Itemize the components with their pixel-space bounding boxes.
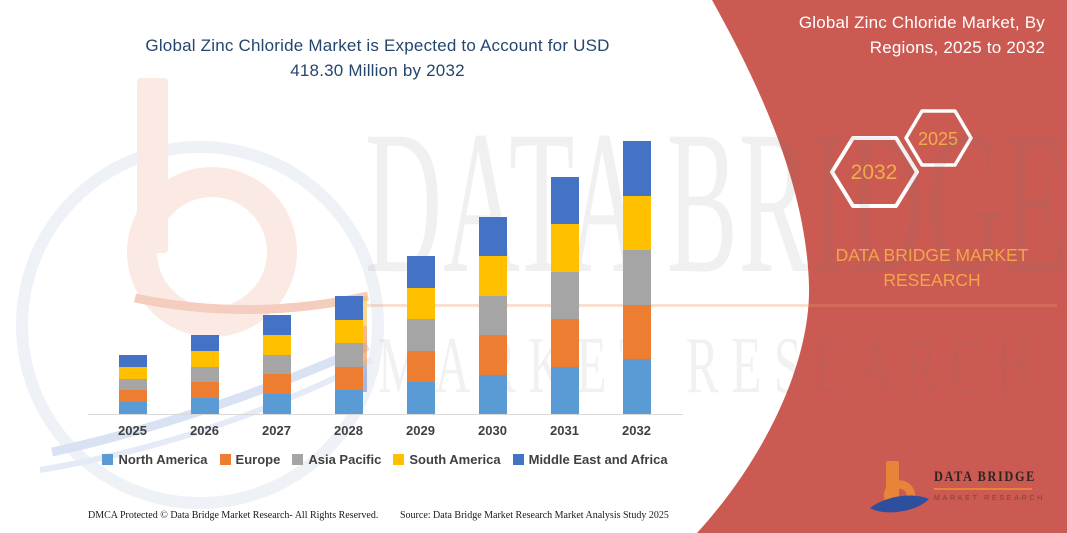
legend-item-north-america: North America	[102, 452, 208, 467]
legend-swatch-icon	[512, 454, 524, 465]
bar-segment-2029-south-america	[406, 287, 435, 320]
hexagon-2032-label: 2032	[851, 161, 898, 184]
brand-name-line1: DATA BRIDGE MARKET	[835, 245, 1029, 265]
bar-segment-2026-north-america	[190, 398, 219, 414]
x-tick-2032: 2032	[622, 423, 651, 438]
bar-segment-2027-europe	[262, 374, 291, 395]
legend-swatch-icon	[102, 454, 114, 465]
bar-segment-2032-europe	[622, 304, 651, 360]
x-tick-2026: 2026	[190, 423, 219, 438]
legend-label: Asia Pacific	[308, 452, 382, 467]
hexagon-2025-label: 2025	[918, 129, 958, 149]
legend-swatch-icon	[292, 454, 304, 465]
data-bridge-b-icon	[870, 461, 929, 513]
panel-title: Global Zinc Chloride Market, By Regions,…	[755, 10, 1045, 60]
panel-title-line2: Regions, 2025 to 2032	[869, 38, 1045, 57]
legend-item-middle-east-and-africa: Middle East and Africa	[512, 452, 668, 467]
panel-title-line1: Global Zinc Chloride Market, By	[798, 13, 1045, 32]
chart-title: Global Zinc Chloride Market is Expected …	[95, 33, 660, 83]
legend-item-south-america: South America	[393, 452, 501, 467]
x-tick-2025: 2025	[118, 423, 147, 438]
bar-segment-2029-middle-east-and-africa	[406, 256, 435, 288]
logo-title: DATA BRIDGE	[934, 469, 1037, 485]
bar-segment-2030-europe	[478, 335, 507, 375]
brand-name-text: DATA BRIDGE MARKET RESEARCH	[822, 243, 1042, 293]
bar-segment-2032-south-america	[622, 195, 651, 251]
bar-segment-2027-asia-pacific	[262, 354, 291, 375]
logo-subtitle: MARKET RESEARCH	[934, 493, 1046, 502]
bar-segment-2031-middle-east-and-africa	[550, 177, 579, 225]
bar-segment-2032-north-america	[622, 359, 651, 414]
bar-segment-2026-asia-pacific	[190, 366, 219, 383]
logo-underline	[934, 488, 1032, 490]
bar-segment-2027-middle-east-and-africa	[262, 315, 291, 335]
bar-segment-2029-north-america	[406, 382, 435, 414]
chart-title-line1: Global Zinc Chloride Market is Expected …	[145, 36, 610, 55]
bar-segment-2031-asia-pacific	[550, 271, 579, 320]
bar-segment-2028-north-america	[334, 390, 363, 414]
bar-segment-2028-middle-east-and-africa	[334, 295, 363, 320]
bar-segment-2029-asia-pacific	[406, 319, 435, 351]
legend-item-europe: Europe	[219, 452, 281, 467]
x-tick-2027: 2027	[262, 423, 291, 438]
legend-swatch-icon	[393, 454, 405, 465]
source-notice: Source: Data Bridge Market Research Mark…	[400, 510, 669, 521]
bar-segment-2030-north-america	[478, 374, 507, 414]
bar-segment-2026-europe	[190, 382, 219, 399]
x-tick-2031: 2031	[550, 423, 579, 438]
bar-segment-2025-asia-pacific	[118, 378, 147, 391]
x-tick-2030: 2030	[478, 423, 507, 438]
x-tick-2029: 2029	[406, 423, 435, 438]
legend-item-asia-pacific: Asia Pacific	[292, 452, 381, 467]
bar-segment-2032-middle-east-and-africa	[622, 140, 651, 196]
chart-legend: North America Europe Asia Pacific South Ame…	[85, 452, 685, 467]
legend-label: South America	[409, 452, 501, 467]
bar-segment-2031-south-america	[550, 224, 579, 272]
bar-segment-2028-europe	[334, 366, 363, 391]
hexagon-2025-badge: 2025	[904, 109, 973, 167]
bar-segment-2027-north-america	[262, 394, 291, 414]
red-side-panel	[697, 0, 1067, 533]
legend-label: Europe	[235, 452, 281, 467]
dmca-notice: DMCA Protected © Data Bridge Market Rese…	[88, 510, 379, 521]
bar-segment-2026-middle-east-and-africa	[190, 335, 219, 351]
bar-segment-2028-asia-pacific	[334, 343, 363, 367]
bar-segment-2025-middle-east-and-africa	[118, 354, 147, 367]
watermark-underline	[367, 304, 1057, 307]
bar-segment-2030-south-america	[478, 256, 507, 296]
bar-segment-2032-asia-pacific	[622, 250, 651, 305]
bar-segment-2026-south-america	[190, 350, 219, 367]
legend-label: Middle East and Africa	[528, 452, 668, 467]
bar-segment-2025-south-america	[118, 366, 147, 379]
data-bridge-logo: DATA BRIDGE MARKET RESEARCH	[868, 455, 1053, 520]
legend-swatch-icon	[219, 454, 231, 465]
bar-segment-2028-south-america	[334, 319, 363, 344]
bar-segment-2030-asia-pacific	[478, 295, 507, 336]
x-axis-line	[88, 414, 683, 415]
bar-segment-2025-europe	[118, 390, 147, 403]
bar-segment-2031-europe	[550, 319, 579, 367]
brand-name-line2: RESEARCH	[883, 270, 981, 290]
bar-segment-2031-north-america	[550, 366, 579, 414]
bar-segment-2029-europe	[406, 350, 435, 383]
bar-segment-2025-north-america	[118, 402, 147, 414]
legend-label: North America	[118, 452, 208, 467]
bar-segment-2030-middle-east-and-africa	[478, 216, 507, 257]
bar-segment-2027-south-america	[262, 334, 291, 355]
x-tick-2028: 2028	[334, 423, 363, 438]
hexagon-2032-badge: 2032	[830, 136, 919, 208]
chart-title-line2: 418.30 Million by 2032	[290, 61, 465, 80]
